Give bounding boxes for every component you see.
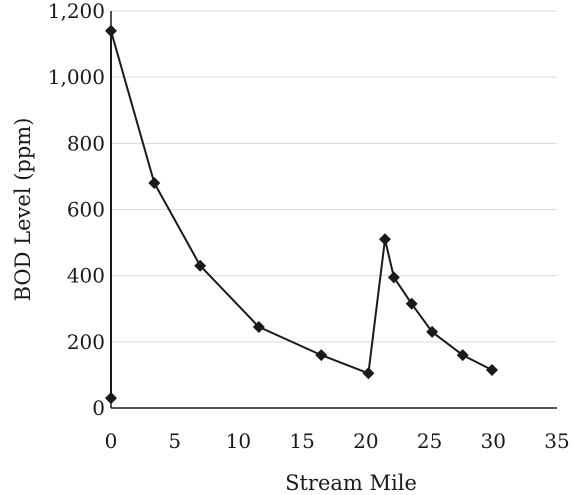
- y-tick-label: 200: [67, 330, 105, 354]
- gridlines: [111, 10, 557, 343]
- data-point-marker: [486, 363, 499, 376]
- x-tick-label: 25: [417, 429, 442, 453]
- data-point-marker: [387, 271, 400, 284]
- x-tick-label: 35: [544, 429, 569, 453]
- y-tick-label: 800: [67, 131, 105, 155]
- data-point-marker: [378, 233, 391, 246]
- y-axis-title: BOD Level (ppm): [11, 118, 35, 302]
- data-point-marker: [148, 177, 161, 190]
- data-point-marker: [405, 297, 418, 310]
- x-tick-label: 20: [353, 429, 378, 453]
- data-point-marker: [315, 349, 328, 362]
- data-point-marker: [362, 367, 375, 380]
- data-point-marker: [456, 349, 469, 362]
- data-point-marker: [105, 392, 117, 405]
- y-tick-label: 0: [92, 396, 105, 420]
- y-tick-label: 1,200: [48, 0, 105, 23]
- x-tick-label: 0: [105, 429, 118, 453]
- x-tick-label: 10: [226, 429, 251, 453]
- x-tick-label: 5: [168, 429, 181, 453]
- data-point-marker: [252, 320, 265, 333]
- y-tick-label: 400: [67, 264, 105, 288]
- x-tick-labels: 0 5 10 15 20 25 30 35: [105, 429, 570, 453]
- bod-series-line: [110, 29, 493, 399]
- data-markers: [105, 24, 499, 405]
- series: [110, 29, 493, 399]
- data-point-marker: [426, 325, 439, 338]
- y-tick-labels: 0 200 400 600 800 1,000 1,200: [48, 0, 105, 420]
- data-point-marker: [105, 24, 117, 37]
- x-axis-title: Stream Mile: [285, 471, 417, 495]
- y-tick-label: 1,000: [48, 65, 105, 89]
- x-tick-label: 30: [481, 429, 506, 453]
- data-point-marker: [194, 259, 207, 272]
- y-tick-label: 600: [67, 198, 105, 222]
- x-tick-label: 15: [289, 429, 314, 453]
